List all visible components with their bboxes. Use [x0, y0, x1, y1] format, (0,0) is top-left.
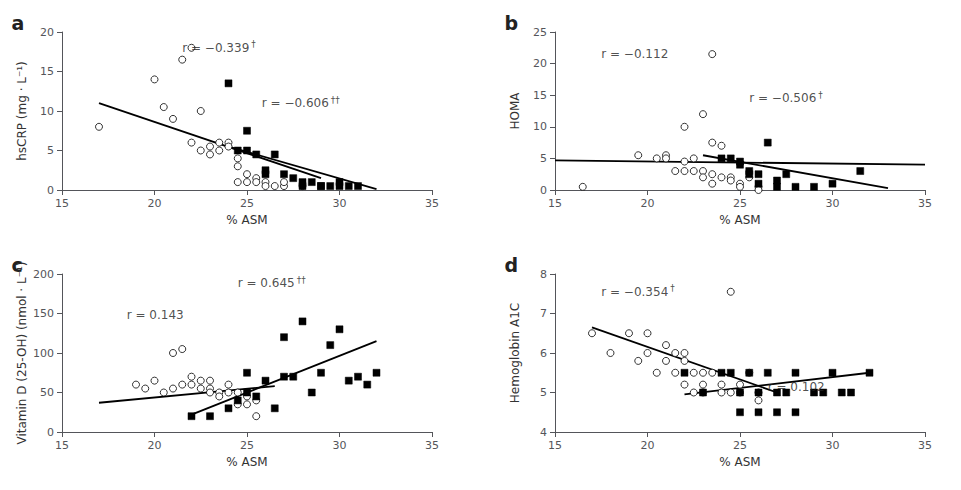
svg-text:hsCRP (mg · L⁻¹): hsCRP (mg · L⁻¹)	[15, 61, 29, 161]
svg-text:8: 8	[540, 268, 547, 281]
svg-text:25: 25	[733, 439, 747, 452]
svg-text:r = −0.339: r = −0.339	[182, 41, 249, 55]
svg-text:20: 20	[40, 26, 54, 39]
svg-text:% ASM: % ASM	[226, 213, 267, 227]
svg-text:100: 100	[33, 347, 54, 360]
svg-text:25: 25	[733, 197, 747, 210]
svg-text:r = −0.354: r = −0.354	[601, 285, 668, 299]
svg-text:30: 30	[826, 197, 840, 210]
svg-text:5: 5	[540, 152, 547, 165]
svg-text:35: 35	[918, 439, 932, 452]
svg-text:r = −0.606: r = −0.606	[262, 96, 329, 110]
svg-text:0: 0	[540, 184, 547, 197]
svg-text:20: 20	[533, 57, 547, 70]
svg-text:15: 15	[55, 197, 69, 210]
svg-text:7: 7	[540, 307, 547, 320]
svg-text:20: 20	[148, 197, 162, 210]
svg-text:Hemoglobin A1C: Hemoglobin A1C	[508, 303, 522, 403]
svg-text:20: 20	[641, 197, 655, 210]
svg-text:a: a	[12, 12, 25, 34]
svg-text:30: 30	[826, 439, 840, 452]
svg-text:4: 4	[540, 426, 547, 439]
svg-text:20: 20	[148, 439, 162, 452]
svg-text:†: †	[251, 39, 256, 49]
svg-text:15: 15	[40, 65, 54, 78]
svg-text:30: 30	[333, 197, 347, 210]
svg-text:30: 30	[333, 439, 347, 452]
svg-text:r = 0.102: r = 0.102	[768, 380, 825, 394]
svg-text:% ASM: % ASM	[719, 455, 760, 469]
svg-text:15: 15	[548, 439, 562, 452]
svg-text:50: 50	[40, 386, 54, 399]
svg-text:% ASM: % ASM	[226, 455, 267, 469]
svg-text:6: 6	[540, 347, 547, 360]
svg-text:10: 10	[533, 120, 547, 133]
svg-text:150: 150	[33, 307, 54, 320]
svg-text:r = −0.506: r = −0.506	[749, 91, 816, 105]
svg-text:25: 25	[533, 26, 547, 39]
svg-text:15: 15	[55, 439, 69, 452]
svg-text:20: 20	[641, 439, 655, 452]
svg-text:0: 0	[47, 426, 54, 439]
svg-text:r = 0.645: r = 0.645	[238, 276, 295, 290]
svg-text:5: 5	[540, 386, 547, 399]
svg-text:c: c	[12, 254, 23, 276]
svg-text:25: 25	[240, 197, 254, 210]
svg-text:% ASM: % ASM	[719, 213, 760, 227]
svg-text:Vitamin D (25-OH) (nmol · L⁻¹): Vitamin D (25-OH) (nmol · L⁻¹)	[15, 261, 29, 444]
svg-text:10: 10	[40, 105, 54, 118]
svg-text:†: †	[670, 283, 675, 293]
svg-text:r = −0.112: r = −0.112	[601, 47, 668, 61]
svg-text:15: 15	[548, 197, 562, 210]
svg-text:35: 35	[425, 197, 439, 210]
svg-text:35: 35	[425, 439, 439, 452]
svg-text:HOMA: HOMA	[508, 92, 522, 130]
svg-text:200: 200	[33, 268, 54, 281]
svg-text:b: b	[505, 12, 519, 34]
svg-text:†: †	[818, 90, 823, 100]
svg-text:††: ††	[297, 275, 307, 285]
svg-text:0: 0	[47, 184, 54, 197]
svg-text:††: ††	[331, 95, 341, 105]
svg-text:5: 5	[47, 144, 54, 157]
svg-text:r = 0.143: r = 0.143	[127, 308, 184, 322]
svg-text:d: d	[505, 254, 519, 276]
svg-text:15: 15	[533, 89, 547, 102]
svg-text:25: 25	[240, 439, 254, 452]
svg-text:35: 35	[918, 197, 932, 210]
